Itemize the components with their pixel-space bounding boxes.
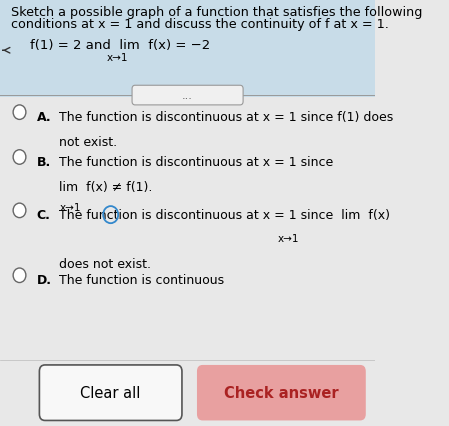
FancyBboxPatch shape (0, 0, 375, 98)
Text: C.: C. (37, 209, 51, 222)
FancyBboxPatch shape (0, 360, 375, 426)
Text: does not exist.: does not exist. (59, 258, 151, 271)
Text: lim  f(x) ≠ f(1).: lim f(x) ≠ f(1). (59, 180, 153, 193)
Text: x→1: x→1 (107, 53, 128, 63)
Text: The function is discontinuous at x = 1 since f(1) does: The function is discontinuous at x = 1 s… (59, 111, 393, 124)
Circle shape (13, 106, 26, 120)
Text: conditions at x = 1 and discuss the continuity of f at x = 1.: conditions at x = 1 and discuss the cont… (11, 18, 389, 31)
Text: Check answer: Check answer (224, 385, 339, 400)
Text: B.: B. (37, 155, 51, 168)
Text: x→1: x→1 (59, 202, 81, 212)
FancyBboxPatch shape (197, 365, 366, 420)
Circle shape (13, 268, 26, 283)
Text: D.: D. (37, 273, 52, 286)
FancyBboxPatch shape (132, 86, 243, 106)
Circle shape (13, 150, 26, 165)
FancyBboxPatch shape (40, 365, 182, 420)
Text: not exist.: not exist. (59, 135, 117, 148)
Text: A.: A. (37, 111, 51, 124)
Text: f(1) = 2 and  lim  f(x) = −2: f(1) = 2 and lim f(x) = −2 (30, 39, 210, 52)
Text: Clear all: Clear all (80, 385, 141, 400)
Text: x→1: x→1 (277, 233, 299, 243)
Text: ...: ... (182, 91, 193, 101)
Circle shape (13, 204, 26, 218)
Text: Sketch a possible graph of a function that satisfies the following: Sketch a possible graph of a function th… (11, 6, 423, 19)
Text: The function is discontinuous at x = 1 since  lim  f(x): The function is discontinuous at x = 1 s… (59, 209, 390, 222)
Text: The function is continuous: The function is continuous (59, 273, 224, 286)
Text: The function is discontinuous at x = 1 since: The function is discontinuous at x = 1 s… (59, 155, 334, 168)
